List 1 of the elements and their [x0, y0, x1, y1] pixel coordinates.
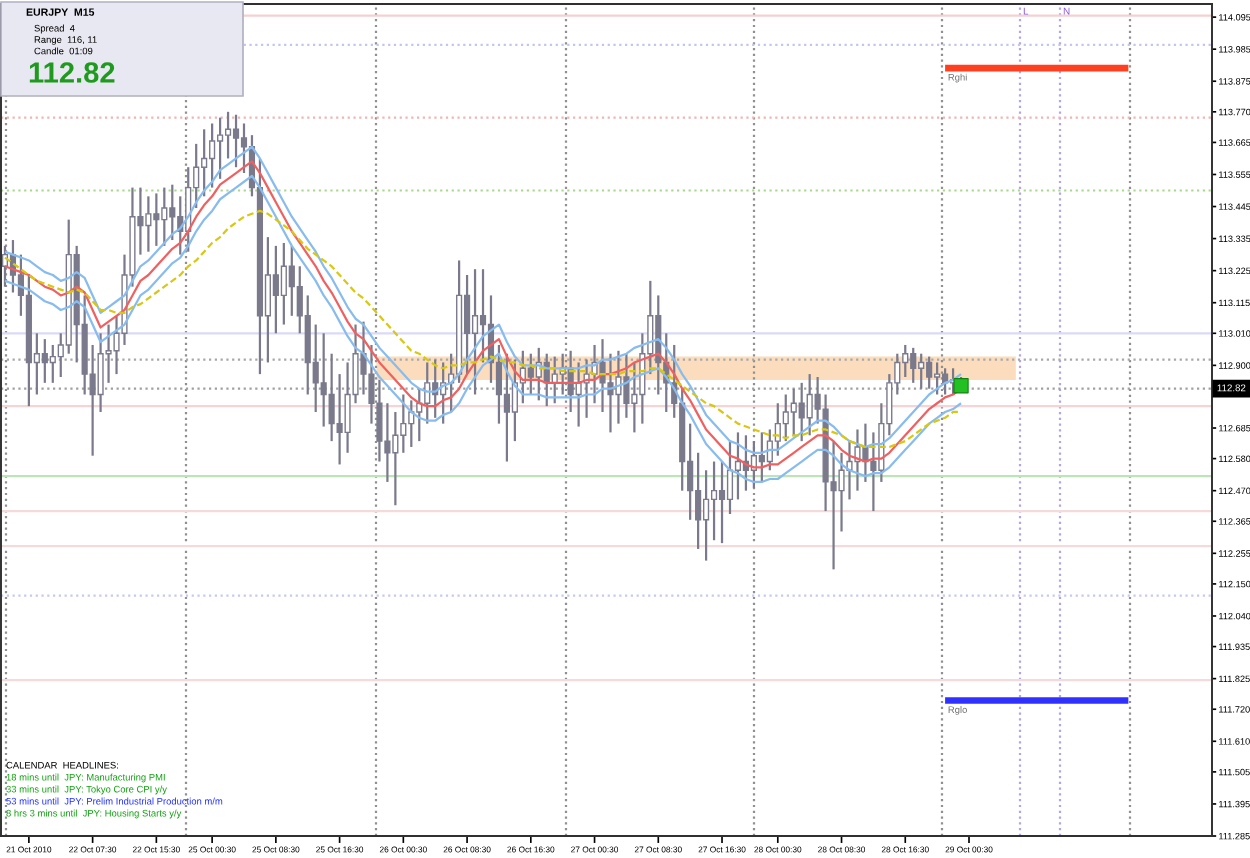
- annotation: 112.82: [29, 62, 115, 83]
